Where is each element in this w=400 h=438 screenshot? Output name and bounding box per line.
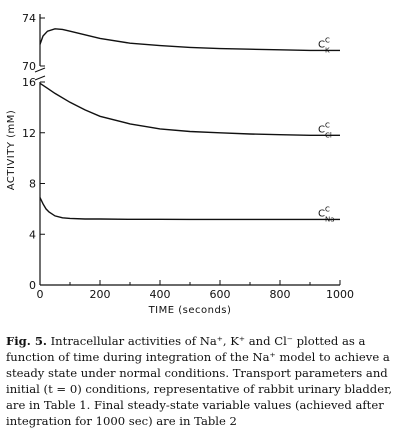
y-tick-label: 0 [29, 279, 36, 292]
chart-series-lines [39, 28, 340, 221]
series-label-cna: CC Na [318, 205, 335, 223]
y-tick-label: 12 [22, 127, 36, 140]
figure-caption-text: Intracellular activities of Na⁺, K⁺ and … [6, 334, 393, 428]
chart-axes [34, 14, 340, 286]
figure-caption: Fig. 5. Intracellular activities of Na⁺,… [6, 333, 394, 429]
y-axis-title: ACTIVITY (mM) [6, 110, 17, 191]
x-tick-label: 0 [37, 288, 44, 301]
axis-break-mark [34, 75, 46, 81]
y-tick-label: 74 [22, 12, 36, 25]
x-axis-title: TIME (seconds) [148, 305, 232, 316]
series-line-ck [39, 28, 340, 52]
y-tick-label: 16 [22, 76, 36, 89]
series-line-cna [39, 197, 340, 221]
y-tick-label: 8 [29, 178, 36, 191]
activity-time-chart: 0 200 400 600 800 1000 0 4 8 12 16 70 74 CC K CC Cl CC Na… [6, 12, 354, 316]
x-tick-label: 600 [210, 288, 231, 301]
chart-series-labels: CC K CC Cl CC Na [318, 36, 335, 223]
series-label-ck: CC K [318, 36, 330, 54]
figure-label: Fig. 5. [6, 334, 47, 348]
axis-break-mark [34, 67, 46, 73]
x-tick-label: 400 [150, 288, 171, 301]
y-tick-label: 70 [22, 60, 36, 73]
series-label-ccl: CC Cl [318, 121, 332, 139]
y-tick-label: 4 [29, 228, 36, 241]
x-tick-label: 200 [90, 288, 111, 301]
x-tick-label: 1000 [326, 288, 354, 301]
series-line-ccl [39, 82, 340, 136]
x-tick-label: 800 [270, 288, 291, 301]
chart-ticks: 0 200 400 600 800 1000 0 4 8 12 16 70 74 [22, 12, 354, 301]
